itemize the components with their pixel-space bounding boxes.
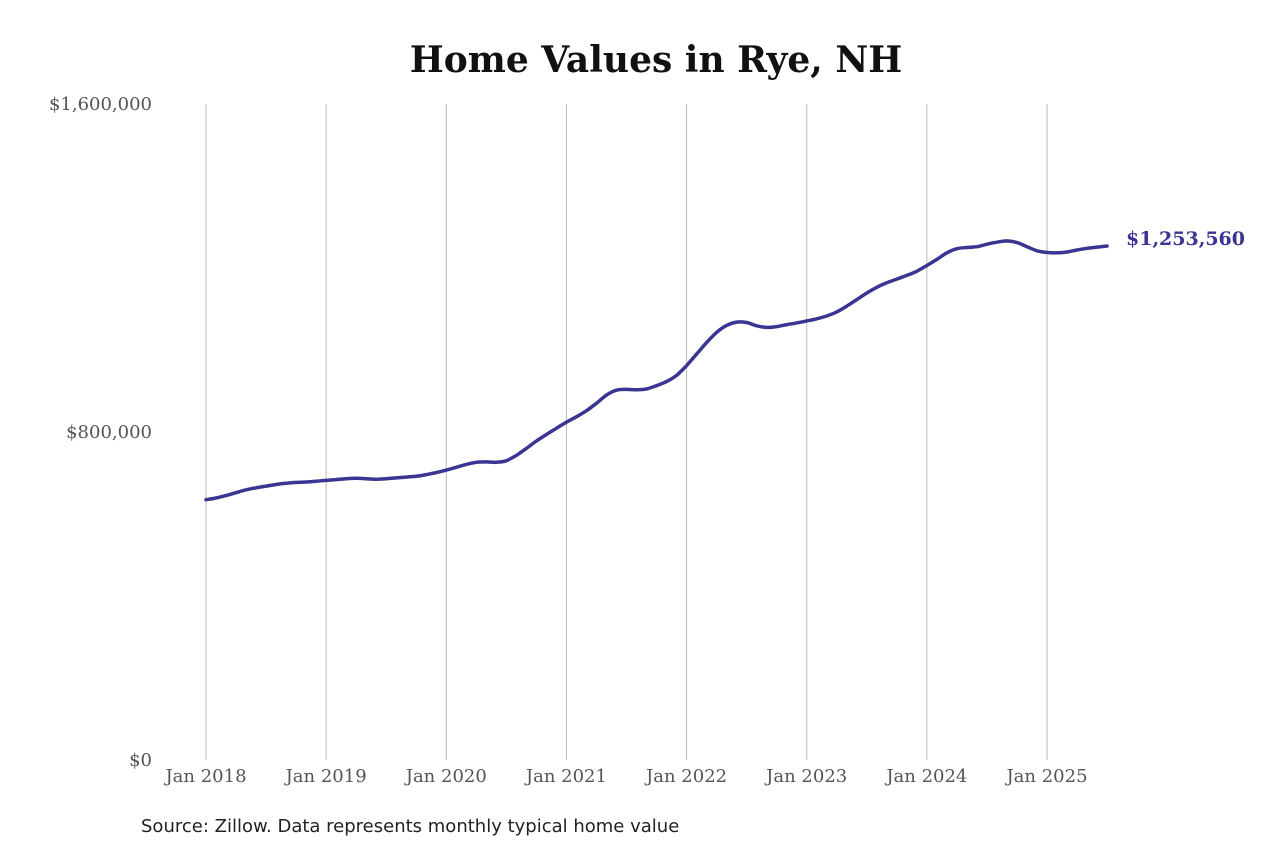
x-tick-label: Jan 2022 [644,766,727,787]
y-axis-ticks: $0 $800,000 $1,600,000 [49,94,152,771]
x-tick-label: Jan 2023 [764,766,847,787]
x-tick-label: Jan 2018 [163,766,246,787]
source-note: Source: Zillow. Data represents monthly … [141,816,680,837]
y-tick-label: $1,600,000 [49,94,152,115]
x-tick-label: Jan 2021 [524,766,607,787]
end-value-label: $1,253,560 [1126,228,1245,250]
series-line [204,239,1109,502]
x-tick-label: Jan 2024 [884,766,967,787]
x-tick-label: Jan 2025 [1004,766,1087,787]
y-tick-label: $0 [129,750,152,771]
chart-title: Home Values in Rye, NH [410,39,903,81]
y-tick-label: $800,000 [66,422,152,443]
x-tick-label: Jan 2019 [284,766,367,787]
x-axis-ticks: Jan 2018 Jan 2019 Jan 2020 Jan 2021 Jan 2022… [163,766,1087,787]
series-layer [204,239,1109,502]
x-tick-label: Jan 2020 [404,766,487,787]
gridlines [205,104,1048,760]
